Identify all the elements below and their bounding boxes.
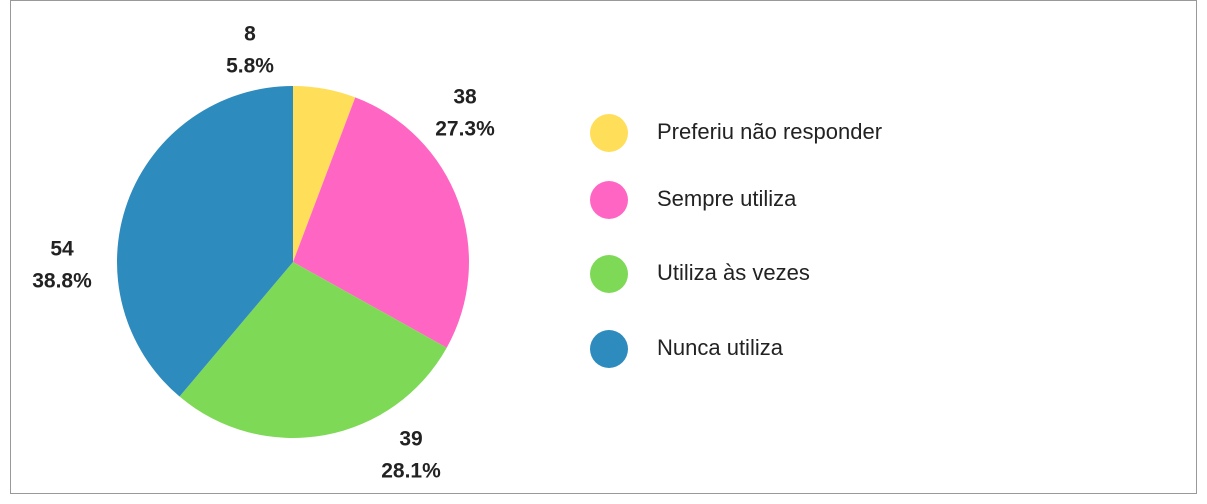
legend-label: Preferiu não responder bbox=[657, 119, 882, 144]
legend-label: Utiliza às vezes bbox=[657, 260, 810, 285]
percent-label: 38.8% bbox=[32, 270, 92, 293]
legend-label: Sempre utiliza bbox=[657, 186, 797, 211]
percent-label: 28.1% bbox=[381, 460, 441, 483]
value-label: 54 bbox=[50, 238, 74, 261]
value-label: 39 bbox=[399, 428, 422, 451]
value-label: 8 bbox=[244, 23, 256, 46]
legend-swatch bbox=[590, 114, 628, 152]
pie-slice bbox=[116, 86, 293, 397]
legend-swatch bbox=[590, 181, 628, 219]
legend-swatch bbox=[590, 255, 628, 293]
pie-slice bbox=[179, 262, 447, 439]
legend-label: Nunca utiliza bbox=[657, 335, 784, 360]
pie-slice bbox=[293, 86, 356, 262]
legend-swatch bbox=[590, 330, 628, 368]
pie-slice bbox=[293, 97, 469, 348]
percent-label: 5.8% bbox=[226, 55, 274, 78]
value-label: 38 bbox=[453, 86, 477, 109]
percent-label: 27.3% bbox=[435, 118, 495, 141]
